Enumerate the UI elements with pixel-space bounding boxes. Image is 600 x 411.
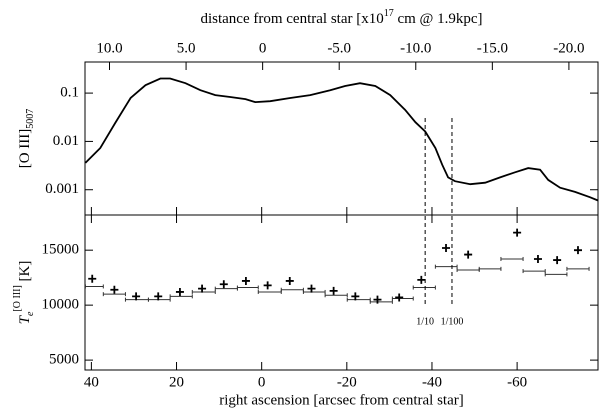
model-step (544, 272, 568, 277)
marker-label: 1/100 (441, 316, 464, 327)
plus-marker (175, 287, 184, 296)
y-tick-label: 15000 (42, 242, 80, 258)
plus-marker (417, 275, 426, 284)
model-step (257, 289, 282, 294)
model-step (500, 256, 524, 261)
model-step (214, 286, 238, 291)
label-part: cm @ 1.9kpc] (394, 11, 483, 27)
label-sup: [O III] (12, 285, 23, 311)
x2-tick-label: -5.0 (327, 40, 351, 56)
model-step (191, 289, 216, 294)
plus-marker (241, 276, 250, 285)
plus-marker (442, 243, 451, 252)
marker-label: 1/10 (416, 316, 434, 327)
plus-marker (395, 293, 404, 302)
model-step (456, 267, 480, 272)
model-step (280, 287, 304, 292)
model-step (236, 285, 259, 290)
model-step (324, 293, 348, 298)
model-step (566, 266, 590, 271)
model-step (434, 264, 458, 269)
y-axis-label: [O III]5007 (17, 109, 36, 169)
y-tick-label: 5000 (49, 352, 79, 368)
x2-tick-label: -10.0 (400, 40, 431, 56)
plus-marker (110, 285, 119, 294)
plus-marker (285, 276, 294, 285)
model-step (522, 269, 546, 274)
label-sub: e (25, 311, 36, 316)
plus-marker (513, 228, 522, 237)
y-tick-label: 0.1 (60, 85, 79, 101)
x-tick-label: 40 (84, 374, 99, 390)
model-step (169, 294, 193, 299)
plot-frame (84, 61, 599, 216)
plus-marker (307, 284, 316, 293)
model-step (391, 296, 414, 301)
x2-axis-label: distance from central star [x1017 cm @ 1… (200, 8, 482, 27)
label-part: [K] (17, 261, 33, 286)
x2-tick-label: 10.0 (96, 40, 122, 56)
x2-tick-label: 0 (259, 40, 267, 56)
label-part: T (17, 314, 33, 324)
plus-marker (263, 281, 272, 290)
plus-marker (373, 295, 382, 304)
x-tick-label: 20 (169, 374, 184, 390)
y-axis-label: Te[O III] [K] (12, 261, 36, 325)
model-step (84, 284, 104, 289)
plot-frame (84, 214, 599, 371)
model-step (102, 292, 126, 297)
x-tick-label: -60 (507, 374, 527, 390)
model-step (478, 266, 502, 271)
x-tick-label: -20 (337, 374, 357, 390)
model-step (346, 297, 371, 302)
plus-marker (464, 250, 473, 259)
plus-marker (533, 254, 542, 263)
plus-marker (132, 292, 141, 301)
plus-marker (154, 292, 163, 301)
label-part: [O III] (17, 129, 33, 169)
x-axis-label: right ascension [arcsec from central sta… (219, 392, 463, 408)
x-tick-label: -40 (422, 374, 442, 390)
y-tick-label: 0.01 (53, 133, 79, 149)
model-step (412, 285, 436, 290)
y-tick-label: 10000 (42, 297, 80, 313)
label-sup: 17 (384, 8, 394, 19)
plus-marker (351, 292, 360, 301)
x2-tick-label: -15.0 (477, 40, 508, 56)
plus-marker (88, 274, 97, 283)
y-tick-label: 0.001 (45, 181, 79, 197)
label-sub: 5007 (25, 109, 36, 129)
plus-marker (553, 256, 562, 265)
plus-marker (219, 280, 228, 289)
x2-tick-label: -20.0 (553, 40, 584, 56)
plus-marker (573, 246, 582, 255)
label-part: distance from central star [x10 (200, 11, 383, 27)
plus-marker (198, 284, 207, 293)
x2-tick-label: 5.0 (177, 40, 196, 56)
model-step (147, 297, 171, 302)
plus-marker (329, 286, 338, 295)
model-step (302, 289, 326, 294)
x-tick-label: 0 (258, 374, 266, 390)
profile-line (84, 77, 599, 202)
